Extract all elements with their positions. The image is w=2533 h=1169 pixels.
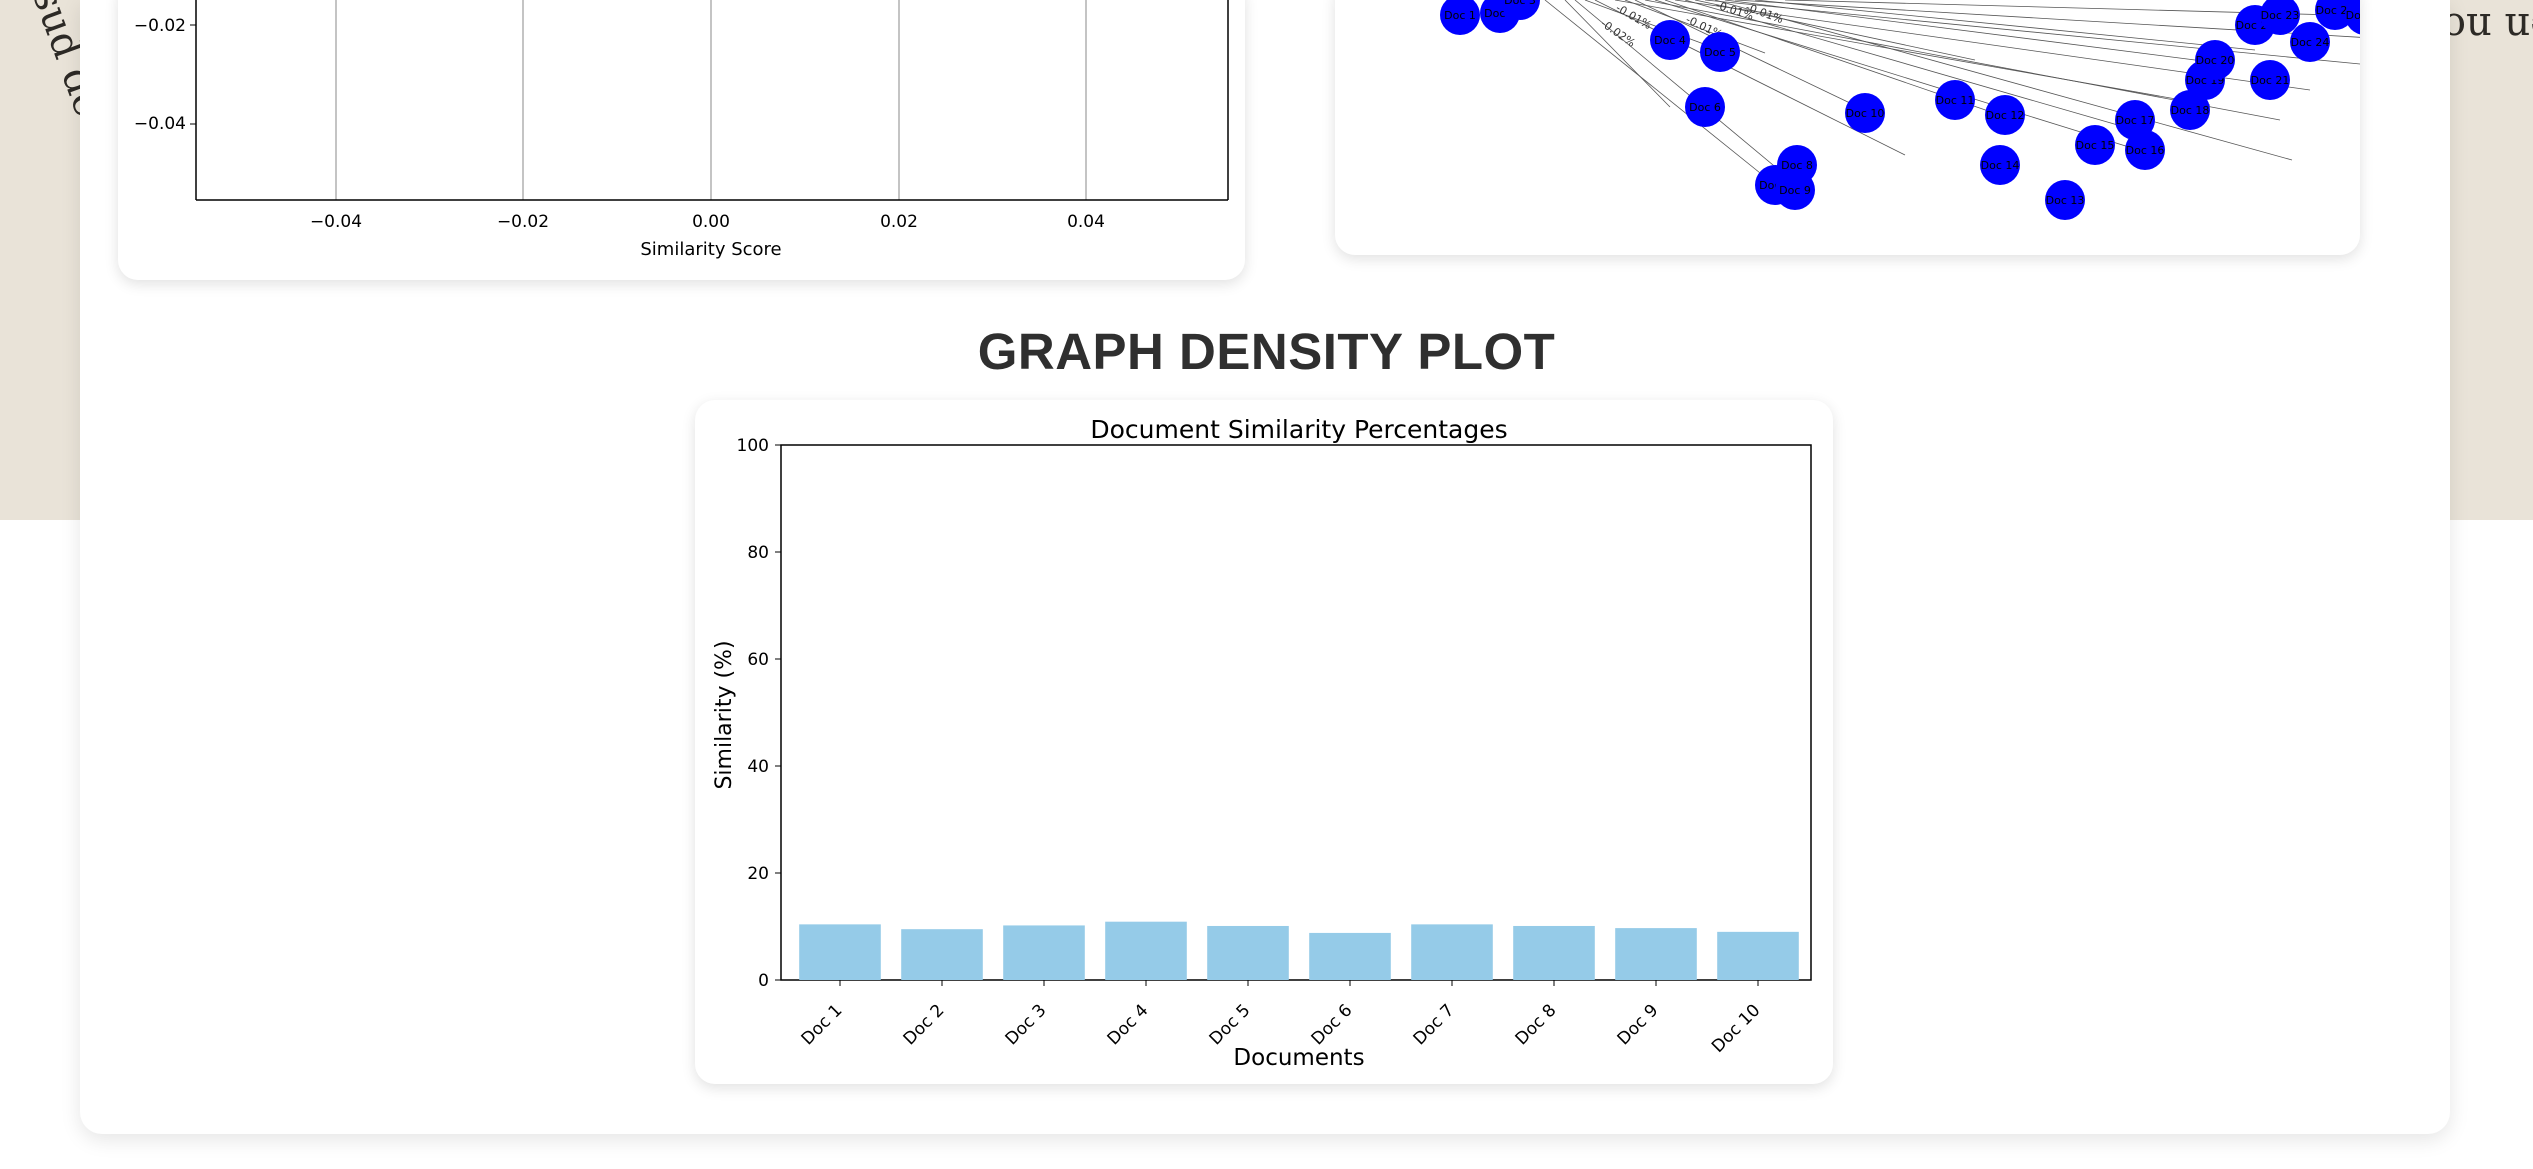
graph-node-label: Doc 15: [2076, 139, 2115, 152]
y-tick-label: 20: [747, 864, 769, 884]
graph-node: [1685, 87, 1725, 127]
graph-node-label: Doc 20: [2196, 54, 2235, 67]
similarity-score-card: −0.02 −0.04 −0.04 −0.02 0.00 0.02 0.04 S…: [118, 0, 1245, 280]
graph-node: [1700, 32, 1740, 72]
bar: [1717, 931, 1799, 980]
graph-node-label: Doc 5: [1704, 46, 1736, 59]
graph-node-label: Doc 11: [1936, 94, 1975, 107]
x-axis-label: Similarity Score: [640, 239, 781, 260]
graph-node: [1440, 0, 1480, 35]
bar: [1513, 925, 1595, 980]
x-gridlines: [335, 0, 1087, 200]
x-tick-label: 0.00: [692, 212, 730, 232]
plot-frame: [780, 444, 1812, 981]
graph-node: [2260, 0, 2300, 35]
y-tick-label: −0.04: [134, 114, 186, 134]
graph-node: [2045, 180, 2085, 220]
background-newspaper-left: sud de entre famille la sur veut: [0, 0, 80, 520]
x-tick-label: 0.04: [1067, 212, 1105, 232]
graph-node-label: Doc 1: [1444, 9, 1476, 22]
x-tick-label: Doc 6: [1308, 1000, 1357, 1049]
bar: [901, 929, 983, 980]
x-tick-label: −0.02: [497, 212, 549, 232]
x-tick-label: 0.02: [880, 212, 918, 232]
graph-node: [1775, 170, 1815, 210]
chart-title: Document Similarity Percentages: [1090, 415, 1507, 444]
graph-node-label: Doc 24: [2291, 36, 2330, 49]
x-tick-label: Doc 4: [1104, 1000, 1153, 1049]
graph-node-label: Doc 10: [1846, 107, 1885, 120]
x-tick-label: Doc 8: [1512, 1000, 1561, 1049]
network-graph: -0.01% -0.01% -0.01% -0.02% -0.01% Doc 1…: [1440, 0, 2425, 220]
graph-node-label: Doc 25: [2316, 4, 2355, 17]
graph-node-label: Doc 16: [2126, 144, 2165, 157]
y-tick-label: 40: [747, 757, 769, 777]
y-tick-label: 100: [737, 436, 769, 456]
y-tick-label: 0: [758, 971, 769, 991]
graph-node: [1500, 0, 1540, 20]
bar: [1003, 925, 1085, 980]
graph-node-label: Doc 12: [1986, 109, 2025, 122]
similarity-score-plot: −0.02 −0.04 −0.04 −0.02 0.00 0.02 0.04 S…: [134, 0, 1229, 260]
x-tick-label: −0.04: [310, 212, 362, 232]
graph-node-label: Doc 26: [2346, 9, 2360, 22]
y-tick-label: 80: [747, 543, 769, 563]
bar: [799, 924, 881, 980]
y-axis-label: Similarity (%): [712, 640, 737, 789]
bar: [1207, 925, 1289, 980]
graph-node: [2290, 22, 2330, 62]
graph-node-label: Doc 14: [1981, 159, 2020, 172]
x-tick-label: Doc 3: [1002, 1000, 1051, 1049]
x-tick-label: Doc 1: [798, 1000, 847, 1049]
x-tick-label: Doc 7: [1410, 1000, 1459, 1049]
graph-node: [1935, 80, 1975, 120]
x-axis-label: Documents: [1233, 1045, 1364, 1071]
graph-node-label: Doc 3: [1504, 0, 1536, 7]
graph-node-label: Doc 23: [2261, 9, 2300, 22]
bar: [1411, 924, 1493, 980]
bar: [1615, 928, 1697, 980]
bar: [1105, 921, 1187, 980]
similarity-bar-chart: Document Similarity Percentages Document…: [712, 415, 1812, 1071]
graph-node: [1980, 145, 2020, 185]
bar-chart-card: Document Similarity Percentages Document…: [695, 400, 1833, 1084]
bar: [1309, 932, 1391, 980]
graph-node-label: Doc 17: [2116, 114, 2155, 127]
x-tick-label: Doc 10: [1708, 1000, 1764, 1056]
graph-node: [2170, 90, 2210, 130]
graph-node-label: Doc 6: [1689, 101, 1721, 114]
graph-node-label: Doc 4: [1654, 34, 1686, 47]
y-tick-label: 60: [747, 650, 769, 670]
x-tick-label: Doc 2: [900, 1000, 949, 1049]
y-tick-label: −0.02: [134, 16, 186, 36]
graph-node-label: Doc 8: [1781, 159, 1813, 172]
section-title: GRAPH DENSITY PLOT: [977, 323, 1556, 380]
graph-node: [2075, 125, 2115, 165]
graph-node-label: Doc 9: [1779, 184, 1811, 197]
x-tick-label: Doc 5: [1206, 1000, 1255, 1049]
background-newspaper-right: entre diffs oblo recher l'asi galen noir: [2450, 0, 2533, 520]
network-graph-card: -0.01% -0.01% -0.01% -0.02% -0.01% Doc 1…: [1335, 0, 2425, 255]
graph-node: [1845, 93, 1885, 133]
graph-node: [2315, 0, 2355, 30]
graph-node-label: Doc 13: [2046, 194, 2085, 207]
graph-node: [1985, 95, 2025, 135]
graph-node-label: Doc 18: [2171, 104, 2210, 117]
x-tick-label: Doc 9: [1614, 1000, 1663, 1049]
graph-node-label: Doc 21: [2251, 74, 2290, 87]
graph-node: [2250, 60, 2290, 100]
graph-node: [1650, 20, 1690, 60]
graph-node: [2195, 40, 2235, 80]
graph-node: [2115, 100, 2155, 140]
